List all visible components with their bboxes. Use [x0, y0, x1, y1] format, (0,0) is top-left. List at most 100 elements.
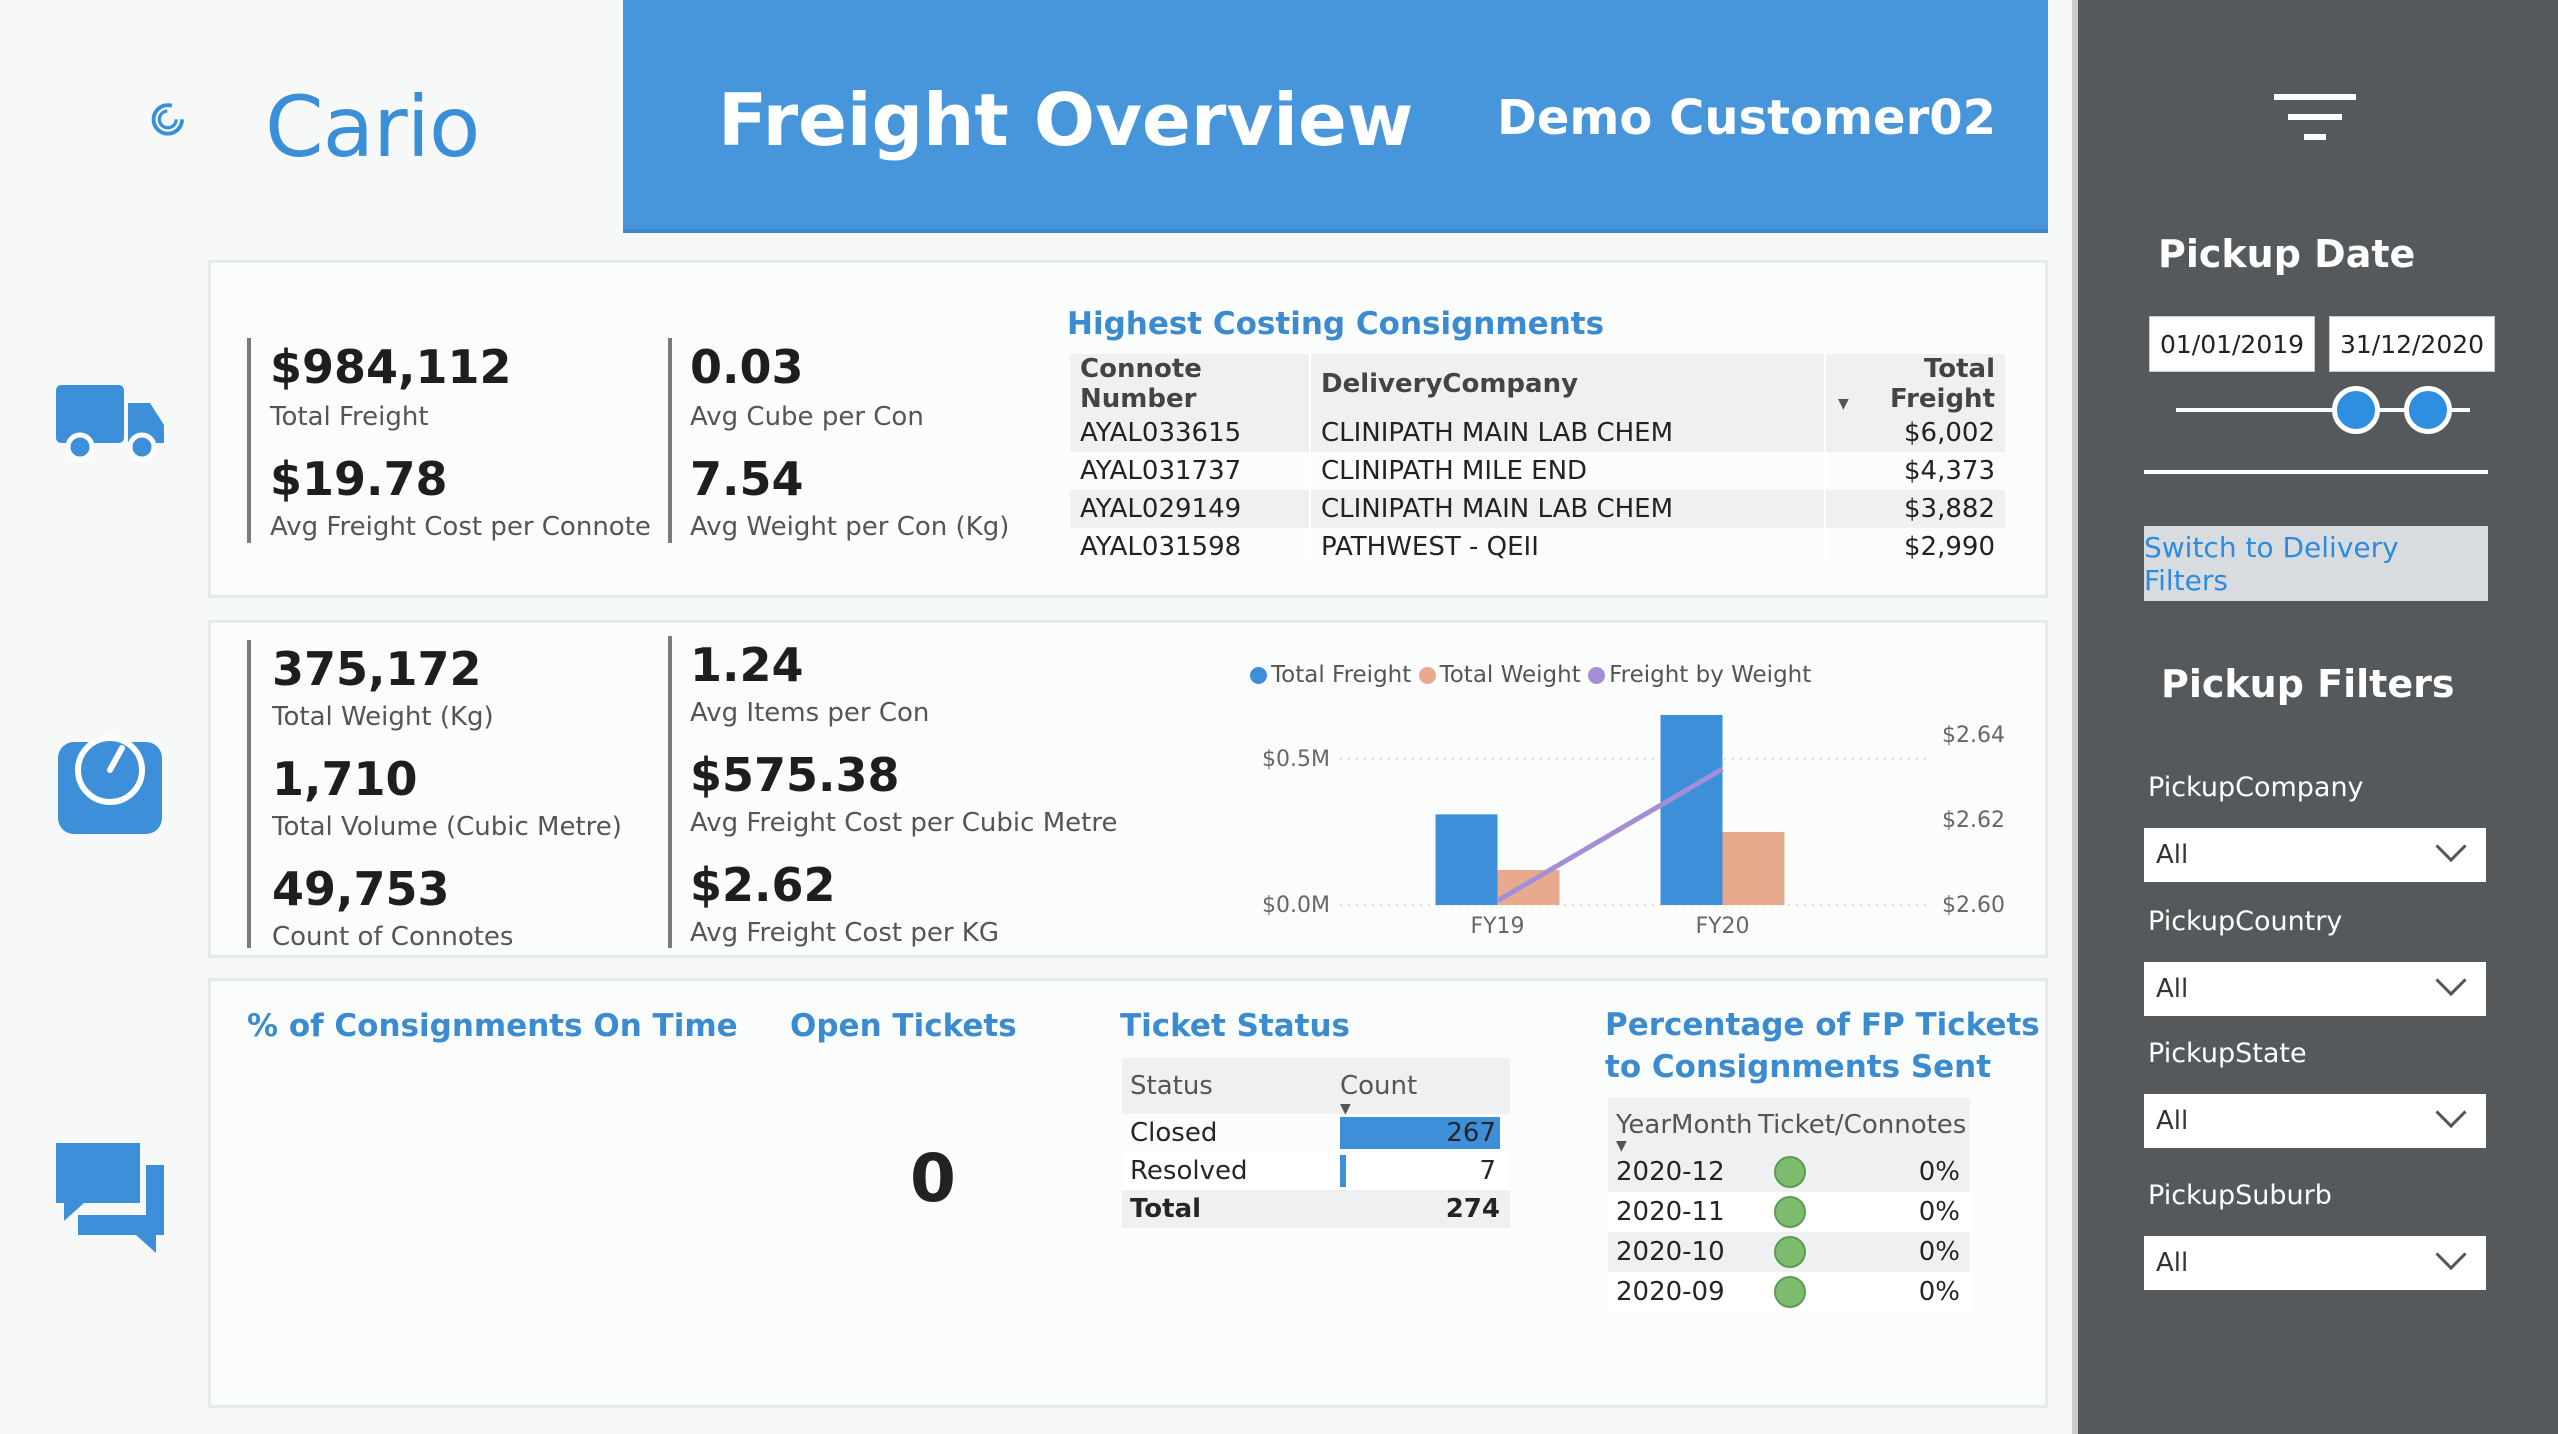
avg-cost-kg-label: Avg Freight Cost per KG	[690, 918, 999, 948]
x-tick-label: FY19	[1470, 914, 1524, 939]
total-value: 274	[1445, 1194, 1500, 1224]
switch-delivery-filters-button[interactable]: Switch to Delivery Filters	[2144, 526, 2488, 601]
filter-label: PickupSuburb	[2148, 1180, 2332, 1211]
x-tick-label: FY20	[1695, 914, 1749, 939]
status-cell: Resolved	[1130, 1156, 1248, 1186]
avg-cube-value: 0.03	[690, 340, 804, 394]
sort-desc-icon: ▼	[1340, 1101, 1351, 1117]
logo-text: Cario	[265, 78, 480, 176]
avg-cost-kg-value: $2.62	[690, 858, 836, 912]
avg-items-label: Avg Items per Con	[690, 698, 930, 728]
bar-total-freight	[1435, 814, 1498, 905]
chart-legend: Total Freight Total Weight Freight by We…	[1250, 662, 1811, 688]
legend-item[interactable]: Freight by Weight	[1588, 662, 1811, 688]
date-slider-track[interactable]	[2176, 408, 2470, 412]
table-row[interactable]: 2020-09 0%	[1608, 1272, 1970, 1312]
legend-item[interactable]: Total Weight	[1418, 662, 1581, 688]
table-cell: AYAL033615	[1070, 414, 1311, 452]
table-cell: CLINIPATH MILE END	[1310, 452, 1826, 490]
bar-total-freight	[1660, 715, 1723, 905]
table-cell: $4,373	[1904, 456, 1995, 486]
y-tick-label: $0.0M	[1262, 893, 1330, 918]
line-freight-by-weight	[1496, 766, 1724, 903]
count-value: 7	[1479, 1156, 1496, 1186]
column-header[interactable]: Connote Number	[1070, 354, 1311, 414]
chevron-down-icon	[2435, 830, 2467, 863]
column-header[interactable]: Status	[1130, 1071, 1213, 1101]
table-row[interactable]: AYAL031737 CLINIPATH MILE END $4,373	[1070, 452, 2005, 490]
filter-label: PickupCountry	[2148, 906, 2343, 937]
table-cell: $2,990	[1904, 532, 1995, 562]
date-to-input[interactable]: 31/12/2020	[2329, 316, 2495, 372]
filter-dropdown[interactable]: All	[2144, 1094, 2486, 1148]
avg-freight-connote-value: $19.78	[270, 452, 448, 506]
dropdown-value: All	[2156, 840, 2189, 870]
consignments-title: Highest Costing Consignments	[1067, 306, 1605, 342]
table-row[interactable]: 2020-10 0%	[1608, 1232, 1970, 1272]
pct-cell: 0%	[1918, 1237, 1960, 1267]
y2-tick-label: $2.64	[1942, 723, 2005, 748]
status-green-icon	[1774, 1156, 1806, 1188]
count-bar	[1342, 1155, 1347, 1187]
column-header[interactable]: Ticket/Connotes	[1758, 1110, 1967, 1140]
count-bar-cell: 267	[1340, 1117, 1500, 1149]
date-slider-start-handle[interactable]	[2332, 386, 2380, 434]
avg-freight-connote-label: Avg Freight Cost per Connote	[270, 512, 651, 542]
fp-tickets-title: Percentage of FP Tickets to Consignments …	[1605, 1007, 2040, 1085]
y-tick-label: $0.5M	[1262, 747, 1330, 772]
customer-name: Demo Customer02	[1497, 90, 1997, 146]
filter-label: PickupCompany	[2148, 772, 2364, 803]
filter-label: PickupState	[2148, 1038, 2307, 1069]
avg-weight-value: 7.54	[690, 452, 804, 506]
table-row[interactable]: 2020-12 0%	[1608, 1152, 1970, 1192]
y2-tick-label: $2.62	[1942, 808, 2005, 833]
column-header-sorted[interactable]: Total Freight ▼	[1838, 354, 1995, 414]
table-row[interactable]: Resolved 7	[1122, 1152, 1510, 1190]
avg-cost-cubic-label: Avg Freight Cost per Cubic Metre	[690, 808, 1118, 838]
column-header[interactable]: DeliveryCompany	[1310, 354, 1826, 414]
total-volume-value: 1,710	[272, 752, 418, 806]
header-banner	[623, 0, 2048, 233]
cario-logo-icon	[151, 103, 184, 136]
table-row[interactable]: 2020-11 0%	[1608, 1192, 1970, 1232]
count-bar-cell: 7	[1340, 1155, 1500, 1187]
total-freight-value: $984,112	[270, 340, 512, 394]
open-tickets-value: 0	[910, 1140, 956, 1217]
fp-tickets-table: YearMonth ▼ Ticket/Connotes 2020-12 0% 2020…	[1608, 1098, 1970, 1312]
status-green-icon	[1774, 1196, 1806, 1228]
filter-dropdown[interactable]: All	[2144, 962, 2486, 1016]
filter-dropdown[interactable]: All	[2144, 1236, 2486, 1290]
table-row[interactable]: AYAL029149 CLINIPATH MAIN LAB CHEM $3,882	[1070, 490, 2005, 528]
dropdown-value: All	[2156, 974, 2189, 1004]
legend-item[interactable]: Total Freight	[1250, 662, 1411, 688]
kpi-divider	[247, 338, 251, 543]
total-weight-value: 375,172	[272, 642, 482, 696]
sort-desc-icon: ▼	[1616, 1138, 1627, 1154]
dropdown-value: All	[2156, 1106, 2189, 1136]
total-label: Total	[1130, 1194, 1202, 1224]
column-header-sorted[interactable]: Count ▼	[1340, 1071, 1418, 1117]
status-green-icon	[1774, 1236, 1806, 1268]
pickup-filters-title: Pickup Filters	[2161, 662, 2455, 706]
ticket-status-table: Status Count ▼ Closed 267 Resolved 7 Total 2…	[1122, 1058, 1510, 1228]
status-green-icon	[1774, 1276, 1806, 1308]
date-slider-end-handle[interactable]	[2404, 386, 2452, 434]
bar-total-weight	[1497, 869, 1560, 905]
pct-cell: 0%	[1918, 1277, 1960, 1307]
yearmonth-cell: 2020-10	[1616, 1237, 1725, 1267]
connote-count-label: Count of Connotes	[272, 922, 514, 952]
avg-cube-label: Avg Cube per Con	[690, 402, 924, 432]
column-header-sorted[interactable]: YearMonth ▼	[1616, 1110, 1753, 1154]
table-cell: AYAL031598	[1070, 528, 1311, 566]
table-row[interactable]: Closed 267	[1122, 1114, 1510, 1152]
filter-dropdown[interactable]: All	[2144, 828, 2486, 882]
table-row[interactable]: AYAL031598 PATHWEST - QEII $2,990	[1070, 528, 2005, 566]
open-tickets-title: Open Tickets	[790, 1008, 1017, 1044]
count-value: 267	[1446, 1118, 1496, 1148]
table-cell: CLINIPATH MAIN LAB CHEM	[1310, 490, 1826, 528]
table-row[interactable]: AYAL033615 CLINIPATH MAIN LAB CHEM $6,002	[1070, 414, 2005, 452]
date-from-input[interactable]: 01/01/2019	[2149, 316, 2315, 372]
filter-icon[interactable]	[2272, 92, 2358, 152]
pct-cell: 0%	[1918, 1197, 1960, 1227]
scale-icon	[58, 735, 162, 834]
